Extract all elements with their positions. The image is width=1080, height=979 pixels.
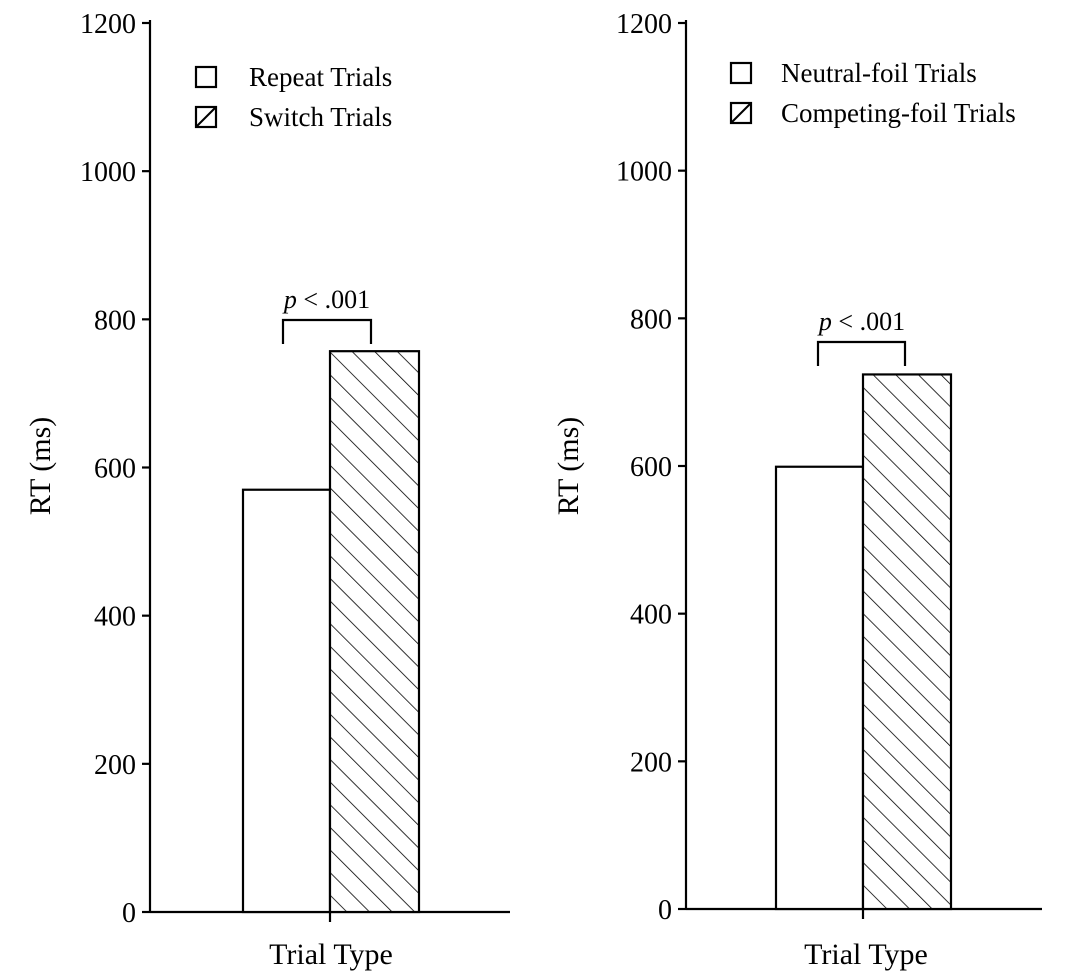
right-significance-p: p: [817, 307, 832, 336]
left-significance-bracket: [281, 318, 373, 344]
right-legend-swatch-slash: [731, 103, 751, 123]
right-y-tick-label-0: 0: [658, 895, 672, 926]
right-legend: Neutral-foil Trials Competing-foil Trial…: [729, 58, 1016, 128]
right-y-tick-label-1000: 1000: [616, 157, 672, 188]
right-legend-label-neutral: Neutral-foil Trials: [781, 58, 977, 88]
left-x-axis-title: Trial Type: [269, 938, 393, 971]
left-y-tick-label-800: 800: [94, 305, 136, 336]
right-y-tick-label-200: 200: [630, 747, 672, 778]
right-y-tick-label-400: 400: [630, 600, 672, 631]
left-y-tick-label-0: 0: [122, 898, 136, 929]
right-legend-swatch-open: [729, 61, 753, 85]
left-y-tick-label-400: 400: [94, 602, 136, 633]
left-y-tick-label-200: 200: [94, 750, 136, 781]
right-significance-label: p < .001: [817, 307, 905, 336]
left-y-tick-label-1000: 1000: [80, 157, 136, 188]
right-bar-competing-foil-trials: [861, 373, 953, 911]
left-bar-switch-trials: [328, 350, 421, 914]
left-y-ticks: 0 200 400 600 800 1000 1200: [80, 9, 150, 929]
right-y-ticks: 0 200 400 600 800 1000 1200: [616, 9, 686, 926]
left-significance-label: p < .001: [282, 285, 370, 314]
right-significance-value: < .001: [832, 307, 905, 336]
right-y-axis-title: RT (ms): [552, 417, 585, 515]
left-legend-label-repeat: Repeat Trials: [249, 62, 392, 92]
left-significance-value: < .001: [297, 285, 370, 314]
right-bar-neutral-foil-trials: [774, 465, 865, 911]
left-legend: Repeat Trials Switch Trials: [194, 62, 392, 132]
left-legend-swatch-open: [194, 65, 218, 89]
left-y-tick-label-1200: 1200: [80, 9, 136, 40]
right-y-tick-label-600: 600: [630, 452, 672, 483]
left-y-tick-label-600: 600: [94, 454, 136, 485]
right-y-tick-label-800: 800: [630, 304, 672, 335]
left-legend-swatch-slash: [196, 107, 216, 127]
right-significance-bracket: [816, 340, 907, 366]
right-legend-label-competing: Competing-foil Trials: [781, 98, 1016, 128]
left-bar-repeat-trials: [241, 488, 332, 914]
left-y-axis-title: RT (ms): [24, 417, 57, 515]
right-y-tick-label-1200: 1200: [616, 9, 672, 40]
left-legend-label-switch: Switch Trials: [249, 102, 392, 132]
left-significance-p: p: [282, 285, 297, 314]
left-panel: 0 200 400 600 800 1000 1200 RT (ms) Trial Type…: [24, 9, 510, 971]
right-panel: 0 200 400 600 800 1000 1200 RT (ms) Trial Type…: [552, 9, 1042, 971]
right-x-axis-title: Trial Type: [804, 938, 928, 971]
